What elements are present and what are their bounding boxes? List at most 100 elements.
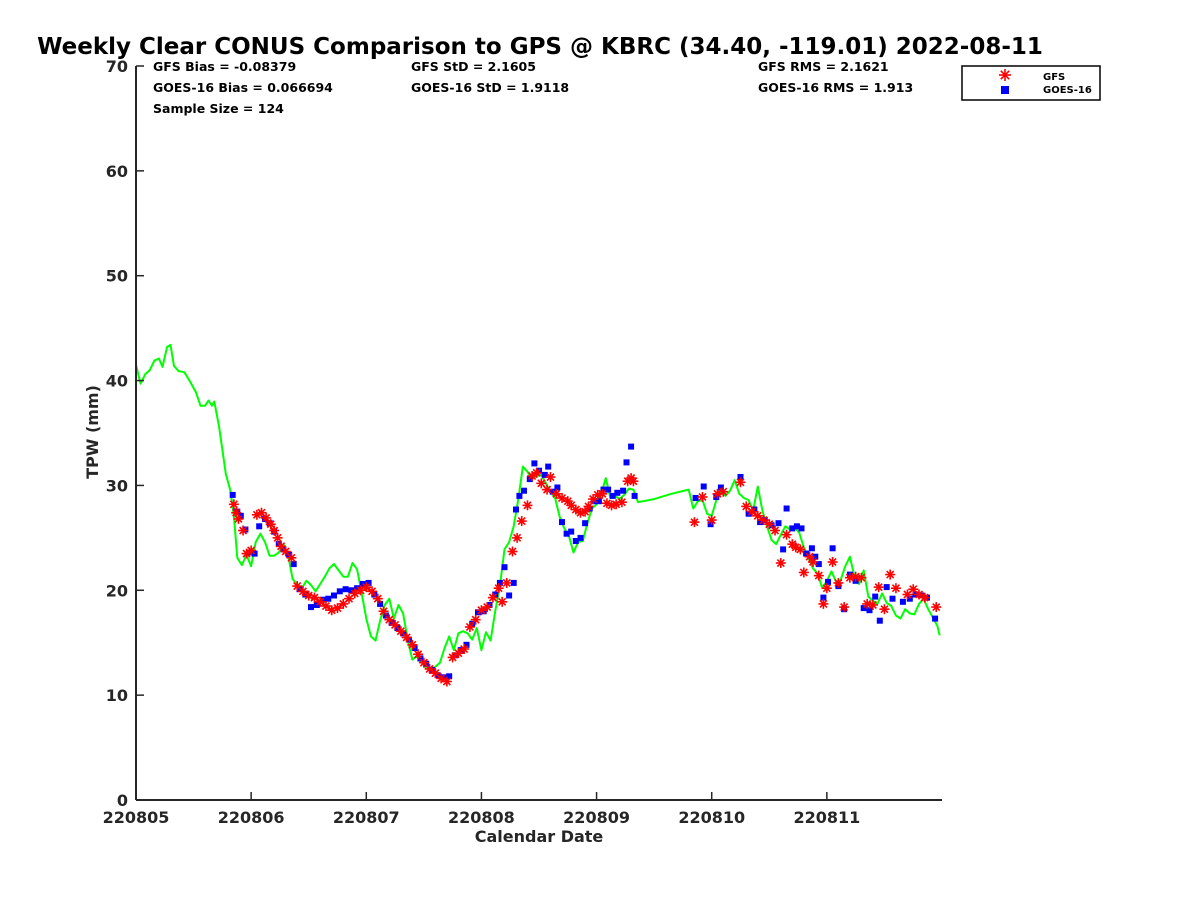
gfs-point (885, 569, 896, 580)
gfs-point (718, 486, 729, 497)
goes-point (768, 522, 775, 529)
goes-point (423, 660, 430, 667)
gfs-point (261, 512, 272, 523)
sample-size-stat: Sample Size = 124 (153, 101, 284, 116)
x-tick-label: 220805 (103, 808, 170, 827)
goes-point (623, 459, 630, 466)
gfs-point (808, 556, 819, 567)
goes-point (829, 545, 836, 552)
x-tick-label: 220806 (218, 808, 285, 827)
x-axis-label: Calendar Date (475, 827, 604, 846)
goes-point (501, 564, 508, 571)
gfs-point (487, 592, 498, 603)
gfs-point (752, 510, 763, 521)
gfs-point (453, 648, 464, 659)
goes-point (876, 617, 883, 624)
gfs-point (697, 491, 708, 502)
gfs-point (272, 532, 283, 543)
y-tick-label: 30 (106, 476, 128, 495)
goes-point (531, 460, 538, 467)
legend-goes-marker (1001, 86, 1009, 94)
goes-point (717, 484, 724, 491)
gfs-point (309, 592, 320, 603)
gfs-point (597, 488, 608, 499)
gfs-point (424, 663, 435, 674)
gfs-point (246, 545, 257, 556)
gfs-point (512, 532, 523, 543)
goes-point (475, 609, 481, 616)
gfs-point (747, 506, 758, 517)
goes-point (775, 520, 782, 527)
goes-point (793, 523, 800, 530)
goes-point (577, 534, 584, 541)
goes-point (815, 561, 822, 568)
goes-point (825, 578, 831, 585)
goes-point (932, 615, 939, 622)
y-tick-label: 50 (106, 267, 128, 286)
gfs-point (292, 581, 303, 592)
gps-series-line (135, 343, 941, 672)
goes-point (582, 520, 589, 527)
goes-point (899, 598, 906, 605)
gfs-point (833, 577, 844, 588)
gfs-point (367, 586, 378, 597)
gfs-point (804, 551, 815, 562)
goes-point (600, 486, 607, 493)
goes-rms-stat: GOES-16 RMS = 1.913 (758, 80, 913, 95)
gfs-std-stat: GFS StD = 2.1605 (411, 59, 536, 74)
gfs-point (320, 601, 331, 612)
goes-point (506, 592, 513, 599)
gfs-point (459, 644, 470, 655)
goes-point (737, 474, 744, 480)
legend-box (961, 65, 1101, 101)
goes-point (342, 586, 349, 593)
gfs-point (821, 583, 832, 594)
gfs-point (542, 484, 553, 495)
gfs-point (798, 567, 809, 578)
gfs-point (501, 577, 512, 588)
gfs-point (879, 604, 890, 615)
gfs-point (551, 488, 562, 499)
legend-gfs-marker (999, 69, 1011, 81)
goes-point (541, 471, 548, 478)
gfs-point (269, 525, 280, 536)
goes-point (798, 525, 805, 532)
y-tick-label: 0 (117, 791, 128, 810)
goes-point (325, 595, 332, 602)
goes-point (692, 495, 699, 501)
gfs-point (280, 546, 291, 557)
legend-goes-label: GOES-16 (1043, 85, 1092, 96)
gfs-point (516, 516, 527, 527)
goes-point (336, 588, 343, 595)
gfs-point (818, 598, 829, 609)
goes-point (549, 488, 556, 495)
gfs-point (482, 602, 493, 613)
goes-point (906, 595, 913, 602)
gfs-point (781, 529, 792, 540)
gfs-point (689, 517, 700, 528)
gfs-point (407, 639, 418, 650)
gfs-point (470, 614, 481, 625)
goes-std-stat: GOES-16 StD = 1.9118 (411, 80, 569, 95)
gfs-point (522, 500, 533, 511)
x-tick-label: 220808 (448, 808, 515, 827)
goes-point (812, 553, 819, 560)
goes-point (605, 486, 612, 493)
y-tick-label: 40 (106, 372, 128, 391)
gfs-point (913, 589, 924, 600)
gfs-point (839, 602, 850, 613)
gfs-point (395, 626, 406, 637)
goes-point (377, 600, 384, 607)
gfs-point (867, 599, 878, 610)
gfs-point (441, 676, 452, 687)
goes-bias-stat: GOES-16 Bias = 0.066694 (153, 80, 333, 95)
goes-point (872, 593, 879, 600)
goes-point (631, 492, 638, 499)
goes-point (595, 498, 602, 505)
gfs-point (531, 467, 542, 478)
x-tick-label: 220811 (793, 808, 860, 827)
goes-point (229, 491, 236, 498)
gfs-point (536, 478, 547, 489)
goes-point (713, 494, 720, 500)
